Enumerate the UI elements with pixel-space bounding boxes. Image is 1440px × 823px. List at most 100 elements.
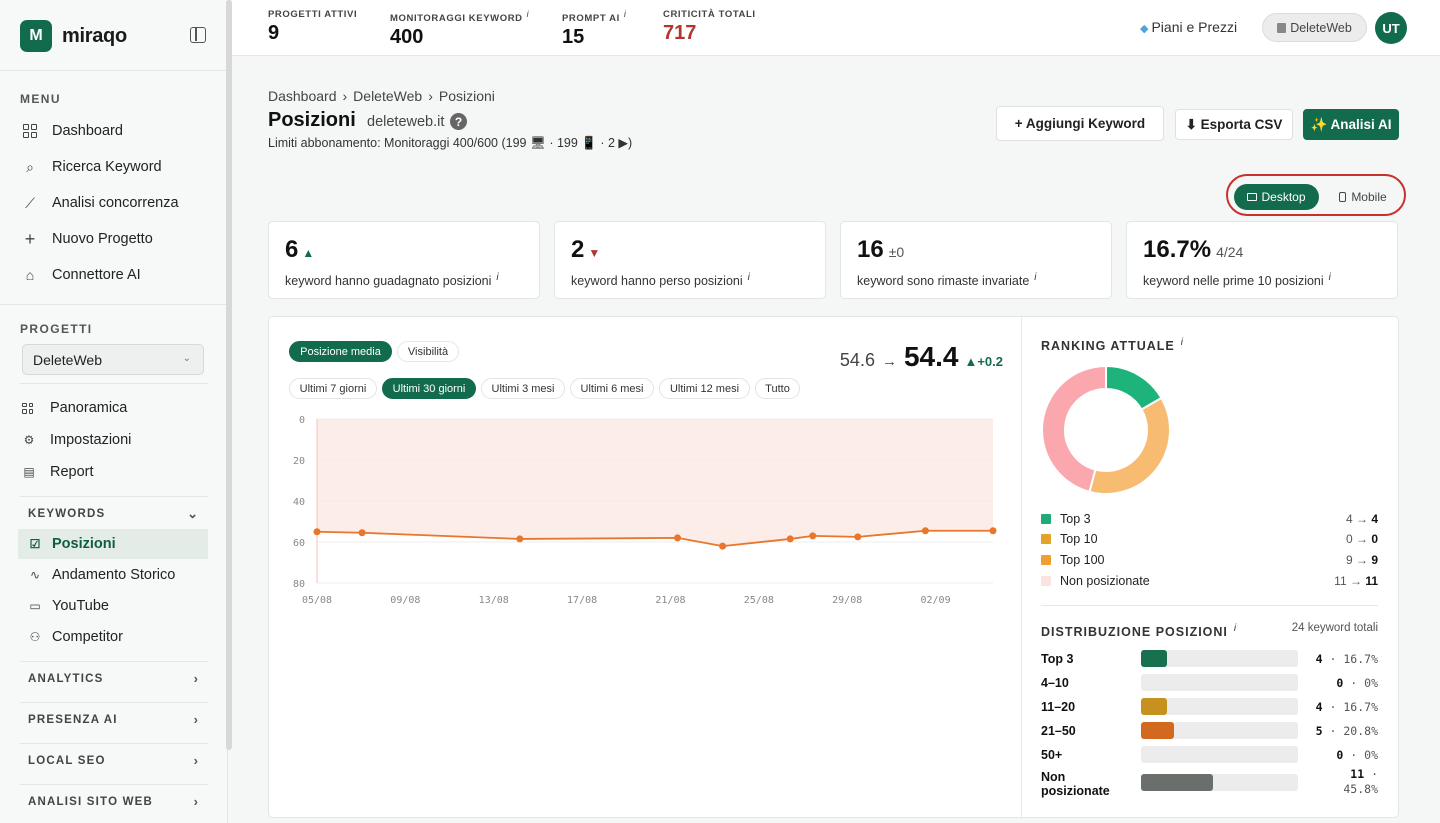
nav-impostazioni[interactable]: ⚙ Impostazioni <box>22 432 132 448</box>
nav-panoramica[interactable]: Panoramica <box>22 400 127 416</box>
tab-posizione-media[interactable]: Posizione media <box>289 341 392 362</box>
donut-slice <box>1041 365 1107 494</box>
trend-chart-icon: ⟋ <box>25 194 35 211</box>
data-point <box>358 529 366 537</box>
nav-analisi-concorrenza[interactable]: ⟋ Analisi concorrenza <box>22 194 178 212</box>
range-all[interactable]: Tutto <box>755 378 800 399</box>
legend-swatch <box>1041 576 1051 586</box>
nav-ricerca-keyword[interactable]: ⌕ Ricerca Keyword <box>22 159 162 176</box>
divider <box>1041 605 1378 606</box>
document-icon: ▤ <box>23 465 35 479</box>
info-icon[interactable]: i <box>496 272 499 283</box>
info-icon[interactable]: i <box>1233 623 1237 634</box>
distribution-bar <box>1141 650 1168 667</box>
legend-swatch <box>1041 534 1051 544</box>
x-tick-label: 21/08 <box>655 595 685 606</box>
range-30-days[interactable]: Ultimi 30 giorni <box>382 378 476 399</box>
group-keywords[interactable]: KEYWORDS ⌄ <box>28 506 200 521</box>
legend-from: 9 <box>1345 553 1353 567</box>
ranking-title-text: RANKING ATTUALE <box>1041 339 1175 354</box>
stat-value: 400 <box>390 26 424 49</box>
divider <box>0 304 227 305</box>
info-icon[interactable]: i <box>623 9 627 19</box>
group-analytics[interactable]: ANALYTICS › <box>28 671 200 686</box>
brand[interactable]: M miraqo <box>20 20 127 52</box>
nav-posizioni[interactable]: ☑ Posizioni <box>18 529 208 559</box>
breadcrumb-link[interactable]: Dashboard <box>268 88 337 104</box>
export-csv-button[interactable]: ⬇ Esporta CSV <box>1175 109 1293 140</box>
nav-label: Andamento Storico <box>52 567 176 583</box>
group-analisi-sito-web[interactable]: ANALISI SITO WEB › <box>28 794 200 809</box>
donut-slice <box>1088 396 1171 495</box>
card-extra: 4/24 <box>1216 244 1244 260</box>
nav-youtube[interactable]: ▭ YouTube <box>18 591 208 621</box>
legend-value: 9 → 9 <box>1345 553 1378 567</box>
distribution-count: 4 <box>1315 700 1323 714</box>
plans-link[interactable]: ◆ Piani e Prezzi <box>1140 19 1237 35</box>
legend-label: Top 10 <box>1060 532 1098 546</box>
card-number: 16 <box>857 236 884 263</box>
avatar[interactable]: UT <box>1375 12 1407 44</box>
collapse-sidebar-icon[interactable] <box>190 27 206 43</box>
legend-top3: Top 3 4 → 4 <box>1041 511 1378 527</box>
triangle-up-icon: ▲ <box>302 246 315 260</box>
info-icon[interactable]: i <box>1328 272 1331 283</box>
nav-dashboard[interactable]: Dashboard <box>22 123 123 139</box>
area-fill <box>317 419 993 547</box>
check-square-icon: ☑ <box>29 537 41 551</box>
legend-label: Non posizionate <box>1060 574 1150 588</box>
group-label: LOCAL SEO <box>28 755 106 767</box>
divider <box>20 743 208 744</box>
tab-visibilita[interactable]: Visibilità <box>397 341 459 362</box>
sidebar-scrollbar[interactable] <box>226 0 232 750</box>
distribution-label: Top 3 <box>1041 652 1074 666</box>
nav-nuovo-progetto[interactable]: + Nuovo Progetto <box>22 229 153 249</box>
distribution-value: 4 · 16.7% <box>1315 700 1378 714</box>
stat-label-text: MONITORAGGI KEYWORD <box>390 13 523 25</box>
group-presenza-ai[interactable]: PRESENZA AI › <box>28 712 200 727</box>
phone-icon <box>1339 192 1347 202</box>
group-local-seo[interactable]: LOCAL SEO › <box>28 753 200 768</box>
breadcrumb-separator: › <box>428 88 433 104</box>
projects-title: PROGETTI <box>20 322 93 336</box>
card-description: keyword hanno perso posizioni i <box>571 272 750 288</box>
distribution-bar <box>1141 698 1168 715</box>
card-extra: ±0 <box>888 244 905 260</box>
group-label: ANALYTICS <box>28 673 104 685</box>
desktop-toggle-button[interactable]: Desktop <box>1234 184 1319 210</box>
nav-report[interactable]: ▤ Report <box>22 464 93 480</box>
range-7-days[interactable]: Ultimi 7 giorni <box>289 378 377 399</box>
divider <box>0 70 227 71</box>
nav-competitor[interactable]: ⚇ Competitor <box>18 622 208 652</box>
info-icon[interactable]: i <box>747 272 750 283</box>
legend-label: Top 3 <box>1060 512 1091 526</box>
legend-top10: Top 10 0 → 0 <box>1041 531 1378 547</box>
range-3-months[interactable]: Ultimi 3 mesi <box>481 378 565 399</box>
stat-label: MONITORAGGI KEYWORD i <box>390 9 529 24</box>
project-select[interactable]: DeleteWeb ⌄ <box>22 344 204 375</box>
distribution-track <box>1141 774 1298 791</box>
stat-value: 9 <box>268 22 280 44</box>
info-icon[interactable]: i <box>1180 337 1183 348</box>
legend-from: 0 <box>1345 532 1353 546</box>
mobile-toggle-button[interactable]: Mobile <box>1324 184 1402 210</box>
breadcrumb-link[interactable]: DeleteWeb <box>353 88 423 104</box>
distribution-bar <box>1141 722 1174 739</box>
nav-connettore-ai[interactable]: ⌂ Connettore AI <box>22 267 141 283</box>
y-tick-label: 20 <box>293 456 305 467</box>
range-6-months[interactable]: Ultimi 6 mesi <box>570 378 654 399</box>
robot-icon: ⌂ <box>25 267 35 283</box>
info-icon[interactable]: i <box>1034 272 1037 283</box>
range-12-months[interactable]: Ultimi 12 mesi <box>659 378 750 399</box>
ai-analysis-button[interactable]: ✨ Analisi AI <box>1303 109 1399 140</box>
nav-andamento-storico[interactable]: ∿ Andamento Storico <box>18 560 208 590</box>
add-keyword-button[interactable]: + Aggiungi Keyword <box>996 106 1164 141</box>
toggle-label: Mobile <box>1351 190 1387 204</box>
info-icon[interactable]: i <box>526 9 530 19</box>
project-select-value: DeleteWeb <box>33 352 103 368</box>
help-icon[interactable]: ? <box>450 113 467 130</box>
legend-swatch <box>1041 555 1051 565</box>
distribution-value: 11 · 45.8% <box>1343 767 1378 796</box>
project-pill[interactable]: DeleteWeb <box>1262 13 1367 42</box>
legend-value: 0 → 0 <box>1345 532 1378 546</box>
